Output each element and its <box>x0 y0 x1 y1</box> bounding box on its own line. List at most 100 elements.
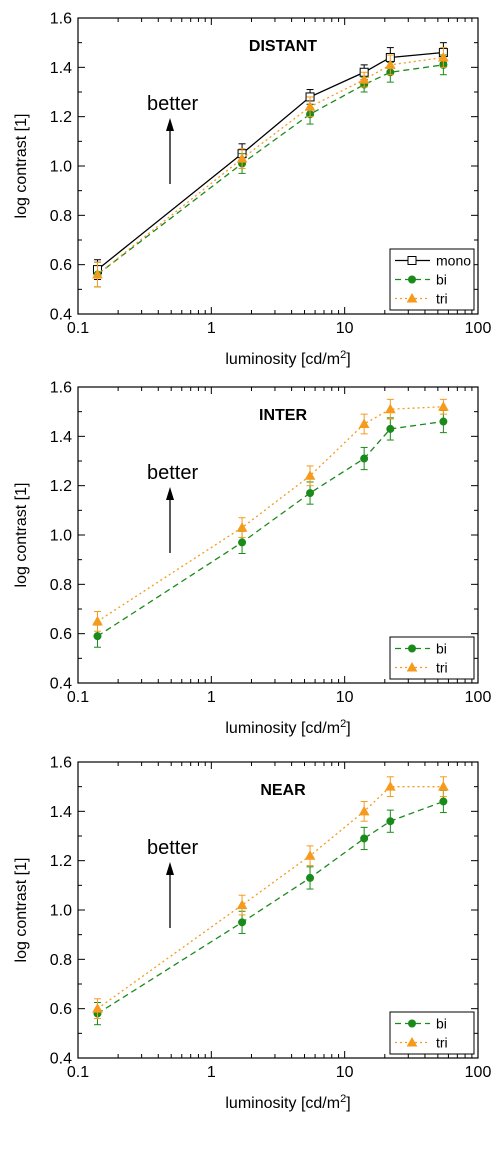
x-axis: 0.1 1 10 100 <box>67 762 492 1081</box>
legend-label-tri: tri <box>436 291 448 307</box>
data-point-tri <box>358 805 370 816</box>
series-line-mono <box>97 51 444 271</box>
x-tick-label: 100 <box>465 320 492 337</box>
y-tick-label: 0.6 <box>50 257 72 274</box>
data-point-tri <box>384 403 396 414</box>
legend-marker-bi <box>408 1019 416 1028</box>
data-point-bi <box>306 489 315 498</box>
data-point-tri <box>438 51 449 62</box>
legend: bi tri <box>389 636 475 680</box>
y-axis: 0.4 0.6 0.8 1.0 1.2 1.4 1.6 <box>50 380 478 693</box>
series-line-bi <box>97 420 444 637</box>
legend-marker-tri <box>406 1036 418 1047</box>
data-point-bi <box>93 632 102 641</box>
x-axis: 0.1 1 10 100 <box>67 387 492 706</box>
y-axis: 0.4 0.6 0.8 1.0 1.2 1.4 1.6 <box>50 11 478 324</box>
series-mono <box>92 42 448 280</box>
legend-marker-bi <box>408 644 416 653</box>
series-line-bi <box>97 800 444 1015</box>
x-tick-label: 0.1 <box>67 1064 89 1081</box>
data-point-bi <box>360 834 369 843</box>
x-tick-label: 1 <box>207 689 216 706</box>
y-tick-label: 1.6 <box>50 11 72 28</box>
legend-box <box>389 248 475 311</box>
data-point-bi <box>238 918 247 927</box>
legend-marker-tri <box>406 661 418 672</box>
data-point-bi <box>439 797 448 806</box>
data-point-tri <box>92 615 103 626</box>
panel-title: INTER <box>259 407 307 424</box>
legend: bi tri <box>389 1011 475 1055</box>
data-point-tri <box>384 781 396 791</box>
series-line-tri <box>97 56 444 276</box>
data-point-tri <box>358 418 370 428</box>
data-point-bi <box>360 454 369 463</box>
y-axis-label: log contrast [1] <box>13 483 30 588</box>
better-annotation: better <box>147 837 198 859</box>
data-point-bi <box>386 424 395 433</box>
y-tick-label: 0.4 <box>50 676 72 693</box>
legend: mono bi tri <box>389 248 475 311</box>
x-tick-label: 0.1 <box>67 689 89 706</box>
x-tick-label: 0.1 <box>67 320 89 337</box>
series-line-tri <box>97 786 444 1010</box>
x-axis-label: luminosity [cd/m2] <box>225 718 350 737</box>
better-annotation: better <box>147 462 198 484</box>
panel-inter: 0.1 1 10 100 0.4 0.6 0.8 1.0 1.2 1.4 1.6 luminosity… <box>13 380 491 738</box>
x-tick-label: 10 <box>336 689 354 706</box>
series-tri <box>92 776 449 1020</box>
data-point-bi <box>386 817 395 826</box>
y-tick-label: 0.4 <box>50 1051 72 1068</box>
legend-label-bi: bi <box>436 641 447 657</box>
data-point-tri <box>304 470 316 480</box>
y-tick-label: 0.8 <box>50 952 72 969</box>
data-point-tri <box>236 153 248 163</box>
data-point-tri <box>304 850 316 860</box>
data-point-tri <box>92 269 103 279</box>
x-axis-label: luminosity [cd/m2] <box>225 349 350 368</box>
data-point-tri <box>438 781 449 791</box>
y-tick-label: 0.6 <box>50 626 72 643</box>
panel-near: 0.1 1 10 100 0.4 0.6 0.8 1.0 1.2 1.4 1.6 luminosity… <box>13 755 491 1113</box>
y-tick-label: 1.6 <box>50 380 72 397</box>
y-tick-label: 1.2 <box>50 853 72 870</box>
legend-label-tri: tri <box>436 1035 448 1051</box>
y-tick-label: 1.2 <box>50 478 72 495</box>
better-arrow-head <box>166 862 174 875</box>
data-point-tri <box>438 401 449 411</box>
y-tick-label: 0.8 <box>50 577 72 594</box>
x-axis-label: luminosity [cd/m2] <box>225 1093 350 1112</box>
x-tick-label: 10 <box>336 1064 354 1081</box>
data-point-tri <box>236 522 248 532</box>
data-point-tri <box>304 101 316 111</box>
legend-label-bi: bi <box>436 272 447 288</box>
data-point-bi <box>439 417 448 426</box>
y-axis: 0.4 0.6 0.8 1.0 1.2 1.4 1.6 <box>50 755 478 1068</box>
y-tick-label: 0.8 <box>50 208 72 225</box>
x-tick-label: 1 <box>207 1064 216 1081</box>
legend-box <box>389 1011 475 1055</box>
y-tick-label: 1.0 <box>50 903 72 920</box>
x-tick-label: 10 <box>336 320 354 337</box>
y-axis-label: log contrast [1] <box>13 858 30 963</box>
y-tick-label: 1.0 <box>50 528 72 545</box>
series-bi <box>93 789 448 1026</box>
better-arrow-head <box>166 118 174 131</box>
legend-marker-tri <box>406 292 418 303</box>
x-axis: 0.1 1 10 100 <box>67 18 492 337</box>
data-point-bi <box>306 873 315 882</box>
y-tick-label: 1.4 <box>50 429 72 446</box>
series-line-bi <box>97 64 444 276</box>
panel-distant: 0.1 1 10 100 0.4 0.6 0.8 1.0 1.2 1.4 1.6 luminosity… <box>13 11 491 369</box>
series-tri <box>92 398 449 632</box>
legend-label-tri: tri <box>436 660 448 676</box>
x-tick-label: 100 <box>465 1064 492 1081</box>
series-tri <box>92 47 449 288</box>
y-tick-label: 1.6 <box>50 755 72 772</box>
data-point-tri <box>92 1003 103 1013</box>
y-tick-label: 1.4 <box>50 60 72 77</box>
legend-label-mono: mono <box>436 253 471 269</box>
x-tick-label: 100 <box>465 689 492 706</box>
